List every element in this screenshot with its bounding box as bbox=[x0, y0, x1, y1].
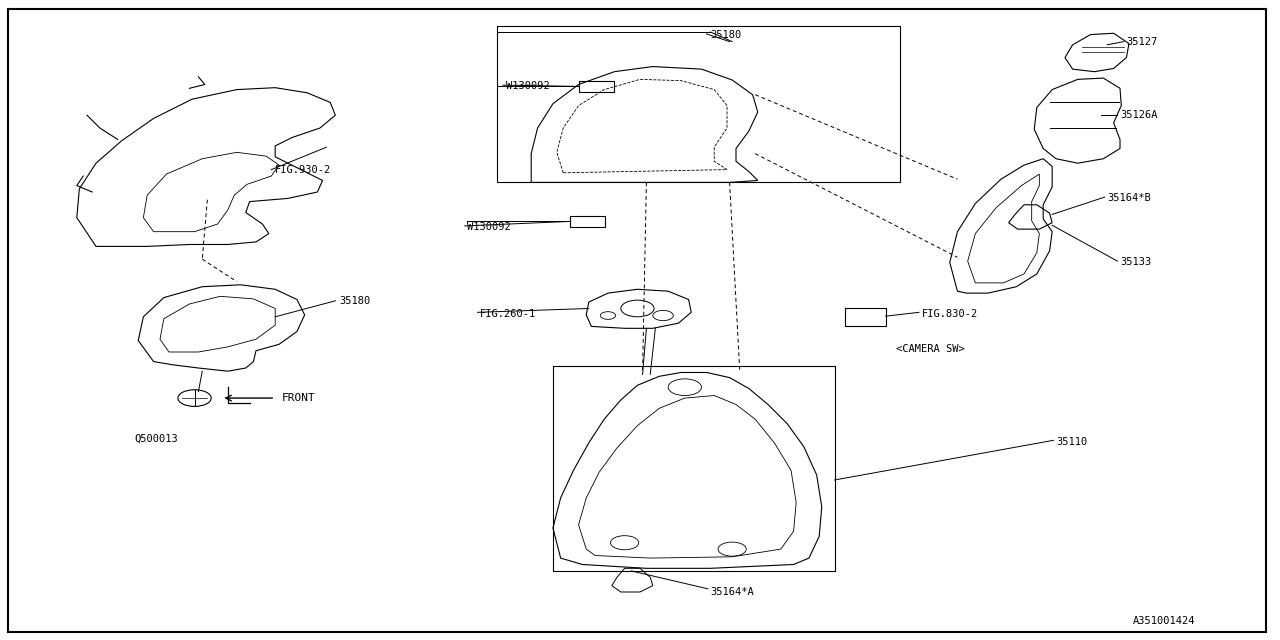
Bar bbox=[570, 216, 605, 227]
Text: 35110: 35110 bbox=[1056, 436, 1087, 447]
Bar bbox=[553, 366, 835, 571]
Text: 35164*A: 35164*A bbox=[710, 587, 754, 597]
Text: 35180: 35180 bbox=[339, 296, 370, 306]
Text: 35180: 35180 bbox=[710, 30, 741, 40]
Bar bbox=[845, 308, 886, 326]
Text: FRONT: FRONT bbox=[282, 393, 315, 403]
Text: FIG.930-2: FIG.930-2 bbox=[275, 164, 332, 175]
Text: FIG.830-2: FIG.830-2 bbox=[922, 308, 978, 319]
Text: A351001424: A351001424 bbox=[1133, 616, 1196, 626]
Text: 35126A: 35126A bbox=[1120, 110, 1157, 120]
Bar bbox=[579, 81, 614, 92]
Text: <CAMERA SW>: <CAMERA SW> bbox=[896, 344, 965, 354]
Bar bbox=[497, 26, 900, 182]
Text: Q500013: Q500013 bbox=[134, 433, 178, 444]
Text: 35127: 35127 bbox=[1126, 36, 1157, 47]
Text: W130092: W130092 bbox=[467, 222, 511, 232]
Text: W130092: W130092 bbox=[506, 81, 549, 92]
Text: 35164*B: 35164*B bbox=[1107, 193, 1151, 204]
Text: FIG.260-1: FIG.260-1 bbox=[480, 308, 536, 319]
Text: 35133: 35133 bbox=[1120, 257, 1151, 268]
